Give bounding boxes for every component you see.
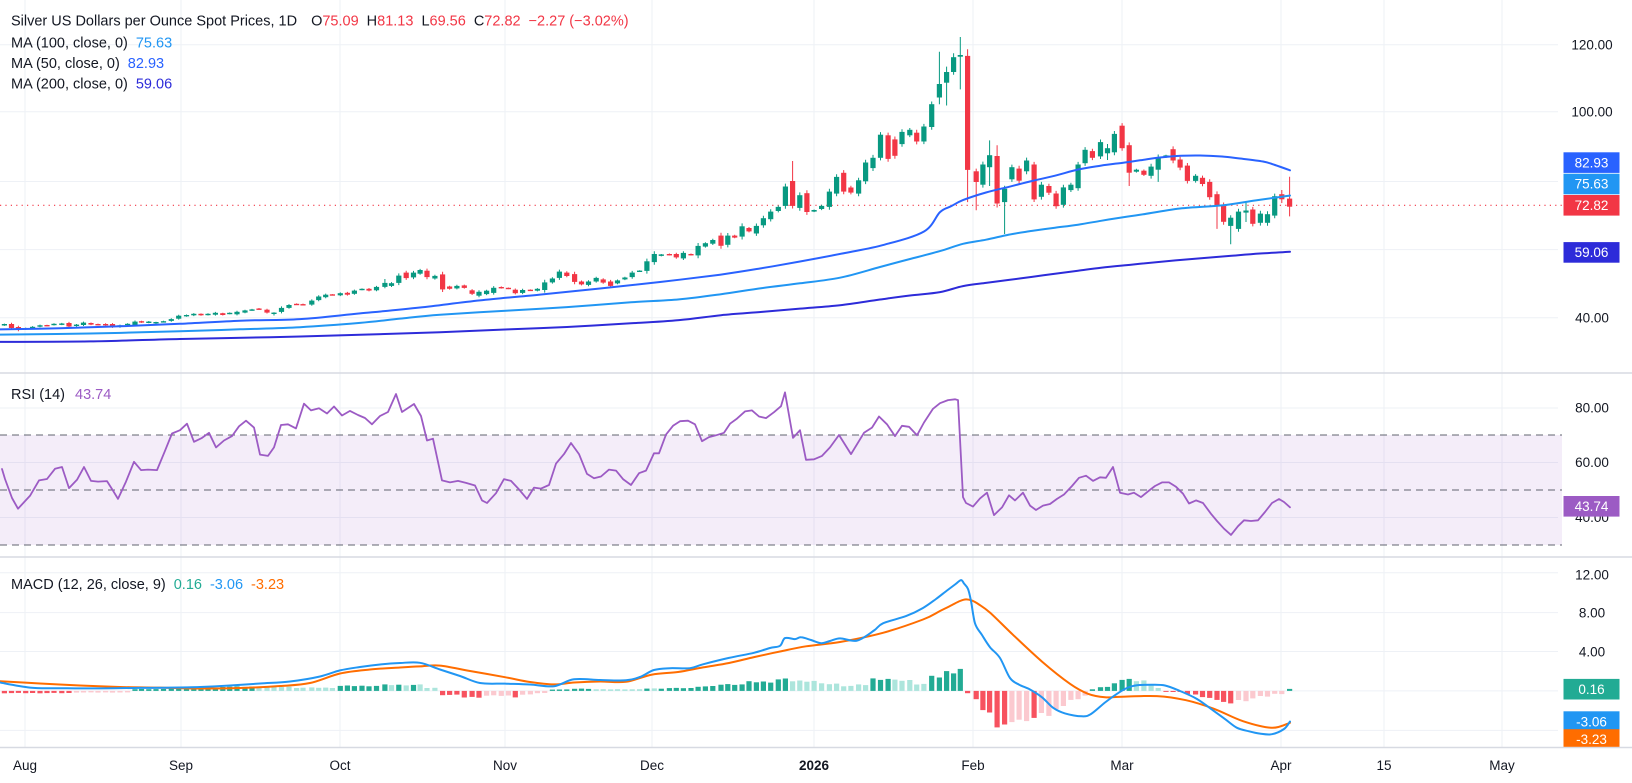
svg-text:Dec: Dec: [640, 758, 664, 773]
svg-text:0.16: 0.16: [1578, 682, 1604, 697]
svg-text:59.06: 59.06: [1575, 245, 1609, 260]
svg-text:Sep: Sep: [169, 758, 193, 773]
svg-text:RSI (14)43.74: RSI (14) 43.74: [11, 387, 111, 403]
svg-text:8.00: 8.00: [1579, 605, 1605, 620]
svg-text:80.00: 80.00: [1575, 401, 1609, 416]
svg-text:40.00: 40.00: [1575, 311, 1609, 326]
svg-text:43.74: 43.74: [1575, 499, 1609, 514]
svg-text:Aug: Aug: [13, 758, 37, 773]
svg-text:Silver US Dollars per Ounce Sp: Silver US Dollars per Ounce Spot Prices,…: [11, 14, 629, 30]
svg-text:60.00: 60.00: [1575, 455, 1609, 470]
svg-text:75.63: 75.63: [1575, 177, 1609, 192]
svg-text:Feb: Feb: [961, 758, 984, 773]
svg-text:MACD (12, 26, close, 9)0.16-3.: MACD (12, 26, close, 9) 0.16 -3.06 -3.23: [11, 577, 284, 593]
svg-text:-3.23: -3.23: [1576, 732, 1607, 747]
svg-text:100.00: 100.00: [1571, 104, 1612, 119]
svg-text:May: May: [1489, 758, 1515, 773]
svg-text:Oct: Oct: [329, 758, 350, 773]
svg-text:-3.06: -3.06: [1576, 714, 1607, 729]
svg-text:Apr: Apr: [1270, 758, 1292, 773]
svg-text:Mar: Mar: [1110, 758, 1134, 773]
svg-text:Nov: Nov: [493, 758, 517, 773]
svg-text:MA (100, close, 0)75.63: MA (100, close, 0) 75.63: [11, 36, 172, 52]
svg-text:4.00: 4.00: [1579, 644, 1605, 659]
svg-text:82.93: 82.93: [1575, 155, 1609, 170]
svg-text:12.00: 12.00: [1575, 568, 1609, 583]
svg-text:2026: 2026: [799, 758, 830, 773]
svg-text:MA (200, close, 0)59.06: MA (200, close, 0) 59.06: [11, 77, 172, 93]
svg-text:120.00: 120.00: [1571, 37, 1612, 52]
svg-text:15: 15: [1376, 758, 1391, 773]
svg-text:MA (50, close, 0)82.93: MA (50, close, 0) 82.93: [11, 56, 164, 72]
svg-text:72.82: 72.82: [1575, 198, 1609, 213]
